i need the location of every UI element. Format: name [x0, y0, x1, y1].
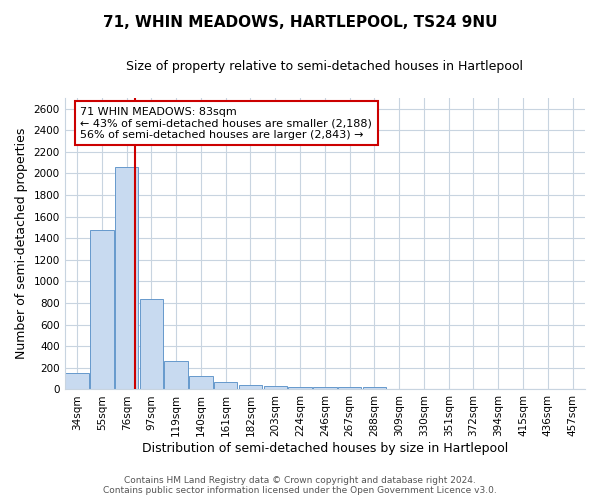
Bar: [288, 387, 312, 390]
Bar: [65, 374, 89, 390]
Bar: [263, 386, 287, 390]
Bar: [140, 298, 163, 390]
Bar: [362, 387, 386, 390]
Text: 71, WHIN MEADOWS, HARTLEPOOL, TS24 9NU: 71, WHIN MEADOWS, HARTLEPOOL, TS24 9NU: [103, 15, 497, 30]
Bar: [338, 387, 361, 390]
Bar: [164, 362, 188, 390]
Bar: [90, 230, 113, 390]
Bar: [239, 384, 262, 390]
Title: Size of property relative to semi-detached houses in Hartlepool: Size of property relative to semi-detach…: [127, 60, 523, 73]
Bar: [313, 387, 337, 390]
Text: 71 WHIN MEADOWS: 83sqm
← 43% of semi-detached houses are smaller (2,188)
56% of : 71 WHIN MEADOWS: 83sqm ← 43% of semi-det…: [80, 106, 372, 140]
Bar: [189, 376, 213, 390]
Y-axis label: Number of semi-detached properties: Number of semi-detached properties: [15, 128, 28, 360]
Bar: [214, 382, 238, 390]
X-axis label: Distribution of semi-detached houses by size in Hartlepool: Distribution of semi-detached houses by …: [142, 442, 508, 455]
Text: Contains HM Land Registry data © Crown copyright and database right 2024.
Contai: Contains HM Land Registry data © Crown c…: [103, 476, 497, 495]
Bar: [115, 167, 139, 390]
